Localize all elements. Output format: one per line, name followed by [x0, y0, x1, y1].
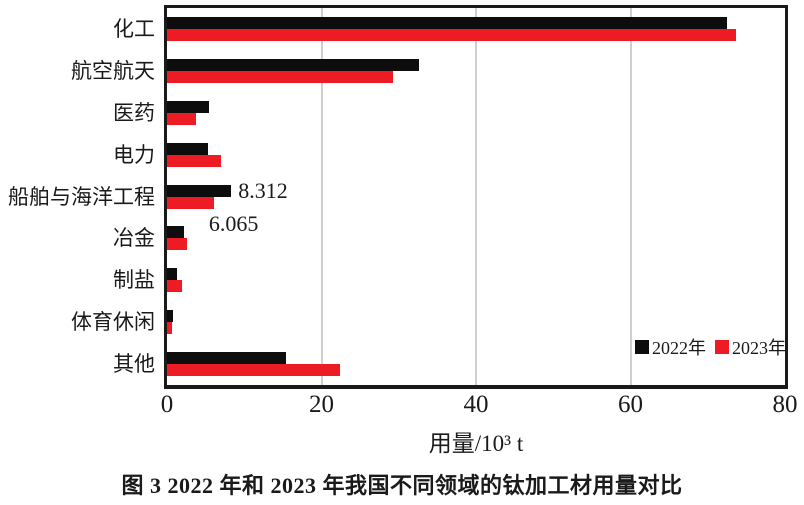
category-label-化工: 化工 [113, 16, 155, 41]
legend-swatch-2022年 [635, 340, 649, 354]
bar-2022年-电力 [167, 142, 208, 155]
bar-2022年-体育休闲 [167, 310, 174, 323]
legend-label-2022年: 2022年 [652, 338, 706, 358]
x-tick-label-40: 40 [463, 391, 489, 418]
category-axis-labels: 化工航空航天医药电力船舶与海洋工程冶金制盐体育休闲其他 [0, 8, 155, 385]
bar-2022年-医药 [167, 100, 209, 113]
bar-2023年-制盐 [167, 280, 183, 293]
bar-2023年-医药 [167, 112, 197, 125]
bar-2022年-制盐 [167, 268, 178, 281]
bar-2022年-航空航天 [167, 58, 419, 71]
gridline-60 [629, 8, 632, 385]
category-label-体育休闲: 体育休闲 [71, 310, 155, 335]
gridline-20 [320, 8, 323, 385]
gridline-40 [475, 8, 477, 385]
bar-2023年-冶金 [167, 238, 188, 251]
bar-2023年-船舶与海洋工程 [167, 196, 214, 209]
data-label-6.065: 6.065 [208, 210, 259, 236]
bar-2022年-船舶与海洋工程 [167, 184, 232, 197]
category-label-医药: 医药 [113, 100, 155, 125]
bar-2023年-航空航天 [167, 70, 393, 83]
x-axis-tick-labels: 0 20 40 60 80 [161, 391, 798, 419]
plot-area: 8.312 6.065 2022年 2023年 [164, 5, 788, 389]
bar-2022年-冶金 [167, 226, 184, 239]
category-label-其他: 其他 [113, 352, 155, 377]
data-label-8.312: 8.312 [238, 177, 288, 203]
category-label-船舶与海洋工程: 船舶与海洋工程 [8, 184, 155, 209]
bar-2022年-化工 [167, 16, 728, 29]
figure-caption: 图 3 2022 年和 2023 年我国不同领域的钛加工材用量对比 [121, 473, 683, 498]
x-tick-label-80: 80 [772, 391, 798, 418]
category-label-航空航天: 航空航天 [71, 58, 155, 83]
x-tick-label-60: 60 [618, 391, 643, 418]
legend: 2022年 2023年 [635, 334, 786, 360]
category-label-制盐: 制盐 [113, 268, 155, 293]
legend-item-2022年: 2022年 [635, 334, 706, 360]
legend-label-2023年: 2023年 [732, 338, 786, 358]
x-axis-title: 用量/10³ t [428, 431, 524, 456]
category-label-冶金: 冶金 [113, 226, 155, 251]
bar-2023年-电力 [167, 154, 222, 167]
legend-item-2023年: 2023年 [715, 334, 786, 360]
category-label-电力: 电力 [113, 142, 155, 167]
bar-2023年-体育休闲 [167, 322, 173, 335]
x-tick-label-20: 20 [309, 391, 334, 418]
x-tick-label-0: 0 [160, 391, 174, 418]
legend-swatch-2023年 [715, 340, 729, 354]
bar-2023年-其他 [167, 364, 341, 377]
bar-2023年-化工 [167, 28, 736, 41]
bar-2022年-其他 [167, 352, 286, 365]
